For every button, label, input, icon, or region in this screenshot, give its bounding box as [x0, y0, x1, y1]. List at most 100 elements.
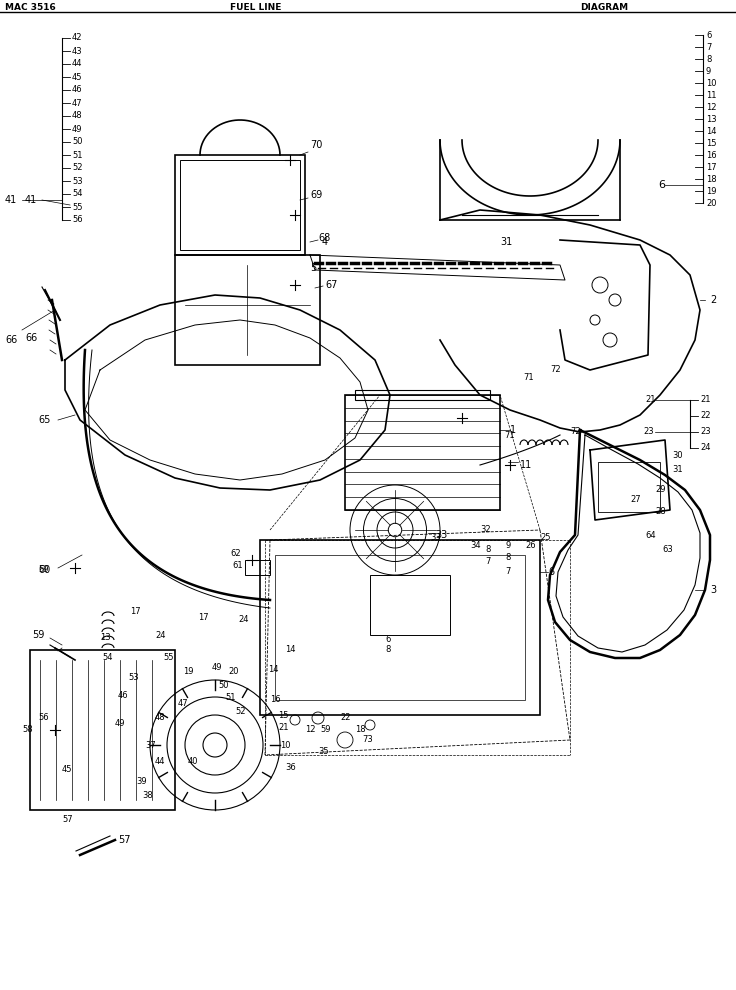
- Bar: [345, 395, 500, 510]
- Text: 44: 44: [72, 59, 82, 68]
- Text: 24: 24: [700, 444, 710, 452]
- Text: 47: 47: [72, 98, 82, 108]
- Text: 56: 56: [72, 216, 82, 225]
- Text: 6: 6: [706, 31, 712, 40]
- Text: 51: 51: [72, 150, 82, 159]
- Text: 45: 45: [62, 765, 73, 774]
- Text: DIAGRAM: DIAGRAM: [580, 4, 628, 13]
- Text: 10: 10: [280, 741, 291, 749]
- Text: 47: 47: [178, 699, 188, 708]
- Text: 28: 28: [655, 508, 665, 517]
- Text: 55: 55: [163, 653, 174, 662]
- Text: 22: 22: [340, 714, 350, 723]
- Text: 61: 61: [232, 560, 243, 569]
- Text: 72: 72: [570, 428, 581, 437]
- Bar: [275, 555, 525, 700]
- Text: 64: 64: [645, 531, 656, 540]
- Text: 69: 69: [310, 190, 322, 200]
- Text: 55: 55: [72, 203, 82, 212]
- Text: 25: 25: [540, 534, 551, 543]
- Text: 8: 8: [385, 645, 390, 654]
- Text: 40: 40: [188, 757, 199, 766]
- Text: 13: 13: [100, 634, 110, 643]
- Text: 4: 4: [322, 237, 328, 247]
- Text: 21: 21: [278, 724, 289, 733]
- Text: 27: 27: [630, 496, 640, 505]
- Bar: [180, 160, 300, 250]
- Text: 67: 67: [325, 280, 337, 290]
- Text: 16: 16: [706, 150, 717, 159]
- Text: 16: 16: [270, 696, 280, 705]
- Text: 26: 26: [525, 541, 536, 549]
- Text: 72: 72: [550, 365, 561, 374]
- Text: 23: 23: [700, 428, 711, 437]
- Text: 6: 6: [658, 180, 665, 190]
- Text: 73: 73: [362, 736, 372, 744]
- Text: 41: 41: [25, 195, 38, 205]
- Text: 20: 20: [228, 667, 238, 676]
- Bar: [355, 390, 490, 400]
- Bar: [175, 255, 320, 365]
- Text: 49: 49: [72, 125, 82, 134]
- Text: 50: 50: [72, 138, 82, 147]
- Text: 45: 45: [72, 72, 82, 81]
- Text: 54: 54: [102, 653, 113, 662]
- Text: 49: 49: [115, 720, 126, 729]
- Bar: [175, 155, 305, 255]
- Text: MAC 3516: MAC 3516: [5, 4, 56, 13]
- Text: 29: 29: [655, 485, 665, 494]
- Text: 21: 21: [700, 395, 710, 405]
- Text: 53: 53: [72, 176, 82, 185]
- Text: 9: 9: [505, 541, 510, 549]
- Text: 59: 59: [320, 726, 330, 735]
- Text: 10: 10: [706, 78, 717, 87]
- Text: 8: 8: [706, 54, 712, 63]
- Text: 46: 46: [118, 690, 129, 700]
- Text: 43: 43: [72, 47, 82, 55]
- Text: 8: 8: [485, 545, 490, 554]
- Text: 70: 70: [310, 140, 322, 150]
- Text: 9: 9: [706, 66, 711, 75]
- Text: 48: 48: [155, 714, 166, 723]
- Bar: [370, 575, 450, 635]
- Text: 41: 41: [5, 195, 17, 205]
- Text: 15: 15: [278, 711, 289, 720]
- Text: 31: 31: [672, 465, 682, 474]
- Text: 52: 52: [72, 163, 82, 172]
- Text: 59: 59: [38, 565, 49, 574]
- Text: 39: 39: [136, 777, 146, 786]
- Text: 7: 7: [706, 43, 712, 51]
- Text: 66: 66: [25, 333, 38, 343]
- Text: 23: 23: [643, 428, 654, 437]
- Text: 57: 57: [118, 835, 130, 845]
- Text: 21: 21: [645, 395, 656, 405]
- Text: 44: 44: [155, 757, 166, 766]
- Text: 13: 13: [706, 115, 717, 124]
- Text: 42: 42: [72, 34, 82, 43]
- Text: 7: 7: [485, 557, 490, 566]
- Text: 48: 48: [72, 112, 82, 121]
- Text: 12: 12: [706, 103, 717, 112]
- Text: 8: 8: [505, 553, 510, 562]
- Text: 1: 1: [510, 425, 516, 435]
- Text: 15: 15: [706, 139, 717, 148]
- Text: 71: 71: [523, 373, 534, 382]
- Text: 46: 46: [72, 85, 82, 94]
- Text: 66: 66: [5, 335, 17, 345]
- Text: 14: 14: [706, 127, 717, 136]
- Text: 36: 36: [285, 763, 296, 772]
- Text: 53: 53: [128, 673, 138, 682]
- Bar: [30, 650, 175, 810]
- Text: 32: 32: [480, 526, 491, 535]
- Bar: [598, 462, 660, 512]
- Text: 24: 24: [155, 631, 166, 640]
- Text: 68: 68: [318, 233, 330, 243]
- Text: 62: 62: [230, 548, 241, 557]
- Text: 2: 2: [710, 295, 716, 305]
- Bar: [245, 560, 270, 575]
- Text: 6: 6: [385, 636, 390, 644]
- Text: 11: 11: [520, 460, 532, 470]
- Text: 56: 56: [38, 714, 49, 723]
- Text: 60: 60: [38, 565, 50, 575]
- Text: 12: 12: [305, 726, 316, 735]
